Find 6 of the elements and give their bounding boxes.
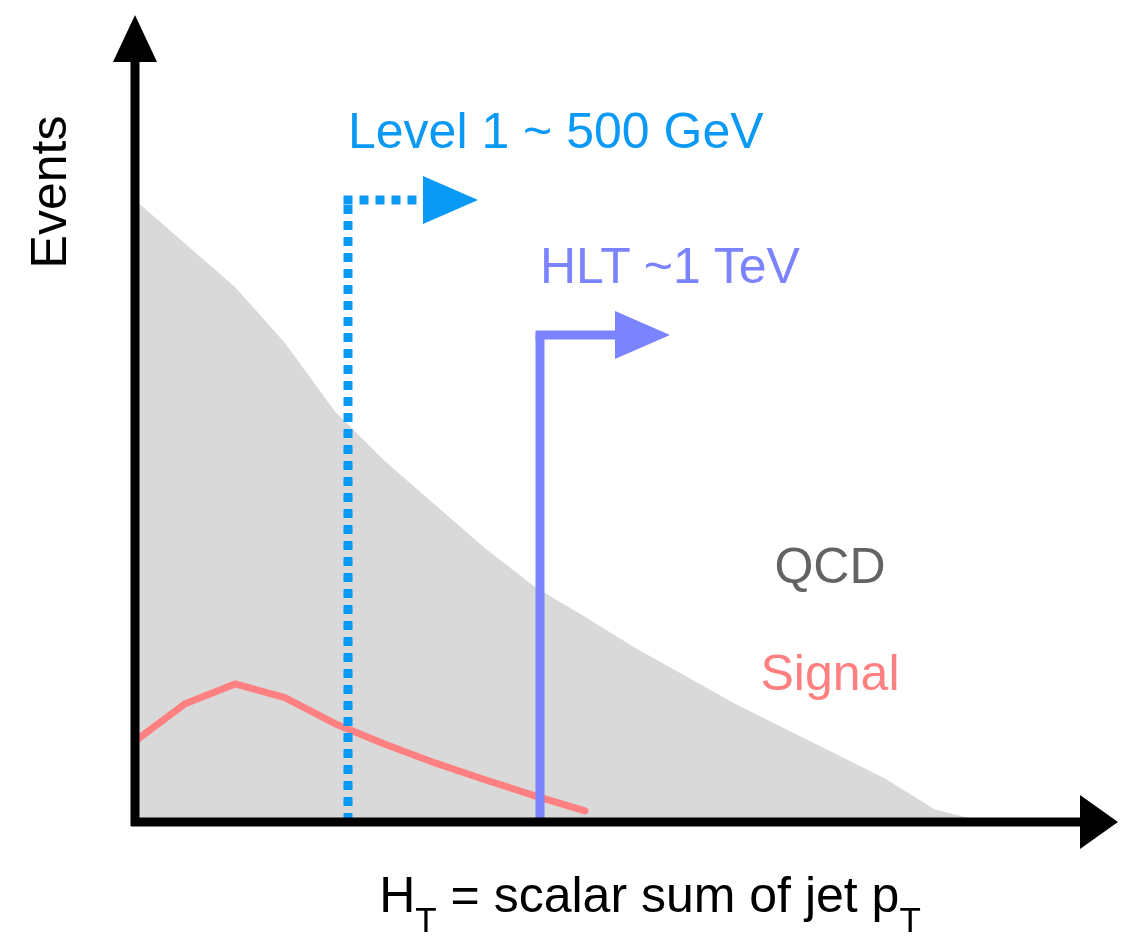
y-axis-title: Events <box>21 115 77 269</box>
x-axis-title: H$_{T}$ = scalar sum of jet p$_{T}$ <box>379 867 921 939</box>
text: QCD <box>774 538 886 594</box>
text: Signal <box>760 645 900 701</box>
annotation: HLT ~1 TeV <box>540 238 801 294</box>
text: Level 1 ~ 500 GeV <box>348 103 765 159</box>
